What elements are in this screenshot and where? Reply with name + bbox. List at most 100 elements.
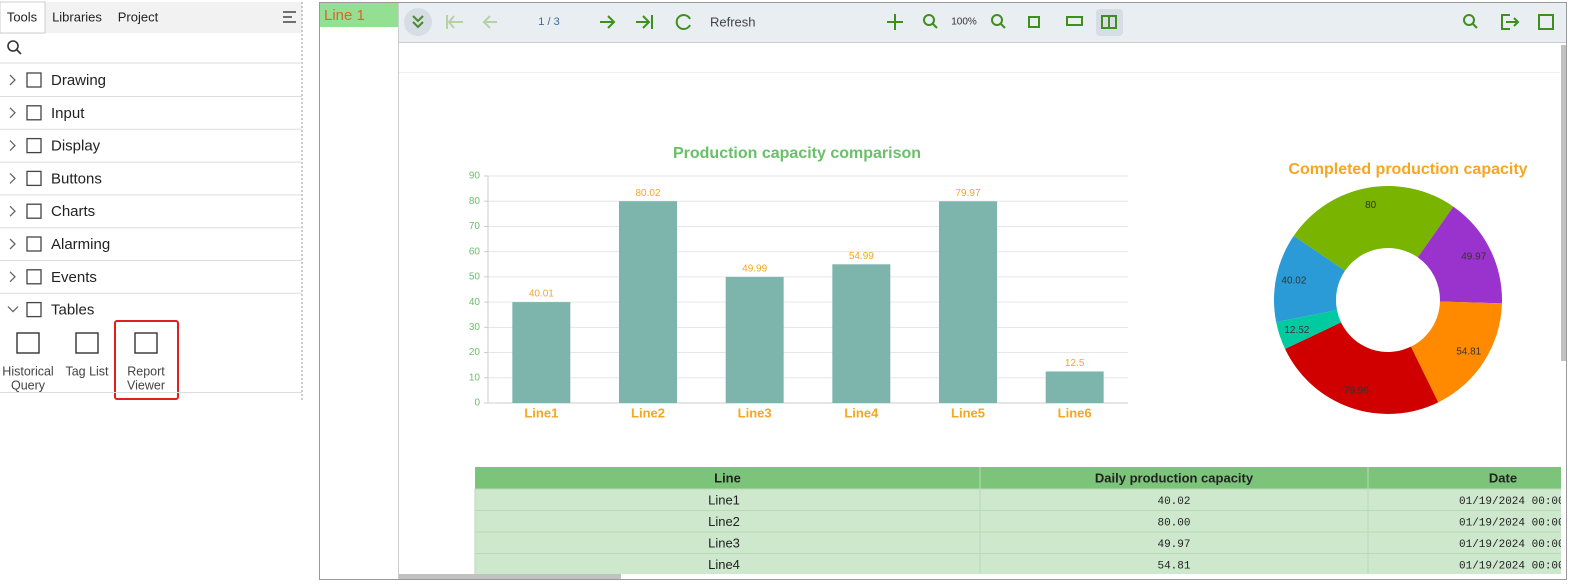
table-header bbox=[475, 467, 1561, 489]
y-tick-label: 80 bbox=[469, 196, 481, 207]
y-tick-label: 30 bbox=[469, 322, 481, 333]
value-label: 80.02 bbox=[635, 188, 660, 199]
y-tick-label: 70 bbox=[469, 221, 481, 232]
tab-bar bbox=[0, 2, 302, 33]
chart-title: Production capacity comparison bbox=[673, 145, 921, 162]
donut-slice bbox=[1285, 322, 1439, 414]
x-tick-label: Line1 bbox=[524, 405, 558, 420]
group-icon bbox=[26, 170, 42, 187]
group-label[interactable]: Tables bbox=[51, 302, 94, 319]
tab-label[interactable]: Libraries bbox=[52, 9, 102, 24]
column-header: Daily production capacity bbox=[1095, 470, 1254, 485]
donut-slice bbox=[1410, 301, 1502, 403]
slice-label: 49.97 bbox=[1461, 252, 1486, 263]
menu-icon[interactable] bbox=[283, 11, 296, 23]
tool-label: Viewer bbox=[127, 378, 165, 392]
toolbar bbox=[399, 3, 1566, 42]
table-cell: 01/19/2024 00:00: bbox=[1459, 496, 1571, 508]
bar bbox=[725, 276, 784, 403]
tab-label[interactable]: Project bbox=[118, 9, 159, 24]
refresh-label[interactable]: Refresh bbox=[710, 14, 756, 29]
group-icon bbox=[26, 269, 42, 285]
tool-label: Historical bbox=[2, 364, 53, 378]
group-icon bbox=[26, 203, 42, 219]
y-tick-label: 40 bbox=[469, 297, 481, 308]
table-cell: 80.00 bbox=[1157, 517, 1190, 529]
y-tick-label: 60 bbox=[469, 246, 481, 257]
tool-icon[interactable] bbox=[16, 332, 40, 354]
y-tick-label: 10 bbox=[469, 372, 481, 383]
slice-label: 79.96 bbox=[1344, 385, 1369, 396]
chevron bbox=[9, 107, 16, 119]
group-label[interactable]: Events bbox=[51, 269, 97, 286]
zoom-label: 100% bbox=[951, 17, 977, 28]
y-tick-label: 20 bbox=[469, 347, 481, 358]
layout-icon bbox=[1101, 15, 1117, 29]
table-row bbox=[474, 488, 1561, 511]
tool-label: Report bbox=[127, 364, 165, 378]
page-tab-bg[interactable] bbox=[320, 3, 398, 27]
value-label: 79.97 bbox=[955, 188, 980, 199]
group-label[interactable]: Buttons bbox=[51, 170, 102, 187]
chevron bbox=[9, 140, 16, 152]
sidebar bbox=[0, 2, 302, 400]
chevron bbox=[9, 74, 16, 86]
active-tab[interactable] bbox=[0, 1, 46, 34]
group-icon bbox=[26, 105, 42, 121]
table-cell: 54.81 bbox=[1157, 560, 1190, 572]
group-icon bbox=[26, 301, 42, 318]
bar bbox=[619, 201, 677, 403]
slice-label: 12.52 bbox=[1284, 325, 1309, 336]
tool-label: Tag List bbox=[65, 364, 109, 378]
scrollbar-h[interactable] bbox=[399, 574, 621, 579]
tool-icon[interactable] bbox=[134, 332, 158, 354]
x-tick-label: Line5 bbox=[951, 405, 985, 420]
tool-label: Query bbox=[11, 378, 46, 392]
chart-title: Completed production capacity bbox=[1288, 161, 1527, 178]
page-tab: Line 1 bbox=[324, 7, 365, 24]
bar bbox=[832, 264, 891, 403]
table-cell: 01/19/2024 00:00: bbox=[1459, 560, 1571, 572]
table-cell: Line2 bbox=[708, 514, 740, 529]
slice-label: 40.02 bbox=[1281, 276, 1306, 287]
value-label: 54.99 bbox=[849, 251, 874, 262]
group-label[interactable]: Drawing bbox=[51, 72, 106, 89]
table: Line Daily production capacity Date Line1 40… bbox=[474, 467, 1571, 574]
search-icon[interactable] bbox=[7, 40, 22, 55]
tab-label[interactable]: Tools bbox=[7, 9, 38, 24]
value-label: 40.01 bbox=[529, 289, 554, 300]
group-label[interactable]: Input bbox=[51, 105, 85, 122]
highlight-box bbox=[114, 320, 179, 400]
column-header: Line bbox=[714, 470, 741, 485]
scrollbar-v[interactable] bbox=[1561, 45, 1566, 361]
table-row bbox=[474, 553, 1561, 574]
group-label[interactable]: Display bbox=[51, 138, 101, 155]
table-cell: 01/19/2024 00:00: bbox=[1459, 539, 1571, 551]
tool-icon[interactable] bbox=[75, 332, 99, 354]
page-counter: 1 / 3 bbox=[538, 16, 559, 28]
group-label[interactable]: Charts bbox=[51, 203, 95, 220]
chevron bbox=[9, 205, 16, 217]
donut-slice bbox=[1274, 235, 1345, 323]
table-row bbox=[474, 510, 1561, 533]
chevron bbox=[9, 238, 16, 250]
table-row bbox=[474, 531, 1561, 554]
group-label[interactable]: Alarming bbox=[51, 236, 110, 253]
chevron bbox=[7, 306, 19, 313]
table-cell: Line4 bbox=[708, 557, 740, 572]
x-tick-label: Line6 bbox=[1058, 405, 1092, 420]
y-tick-label: 90 bbox=[469, 171, 481, 182]
x-tick-label: Line4 bbox=[844, 405, 879, 420]
x-tick-label: Line2 bbox=[631, 405, 665, 420]
nav-icons[interactable] bbox=[600, 14, 1554, 30]
value-label: 12.5 bbox=[1065, 358, 1085, 369]
table-cell: Line3 bbox=[708, 535, 740, 550]
slice-label: 80 bbox=[1365, 200, 1377, 211]
group-icon bbox=[26, 236, 42, 252]
bar bbox=[512, 302, 571, 403]
group-icon bbox=[26, 72, 42, 88]
group-icon bbox=[26, 137, 42, 154]
donut-slice bbox=[1417, 206, 1502, 304]
value-label: 49.99 bbox=[742, 264, 767, 275]
